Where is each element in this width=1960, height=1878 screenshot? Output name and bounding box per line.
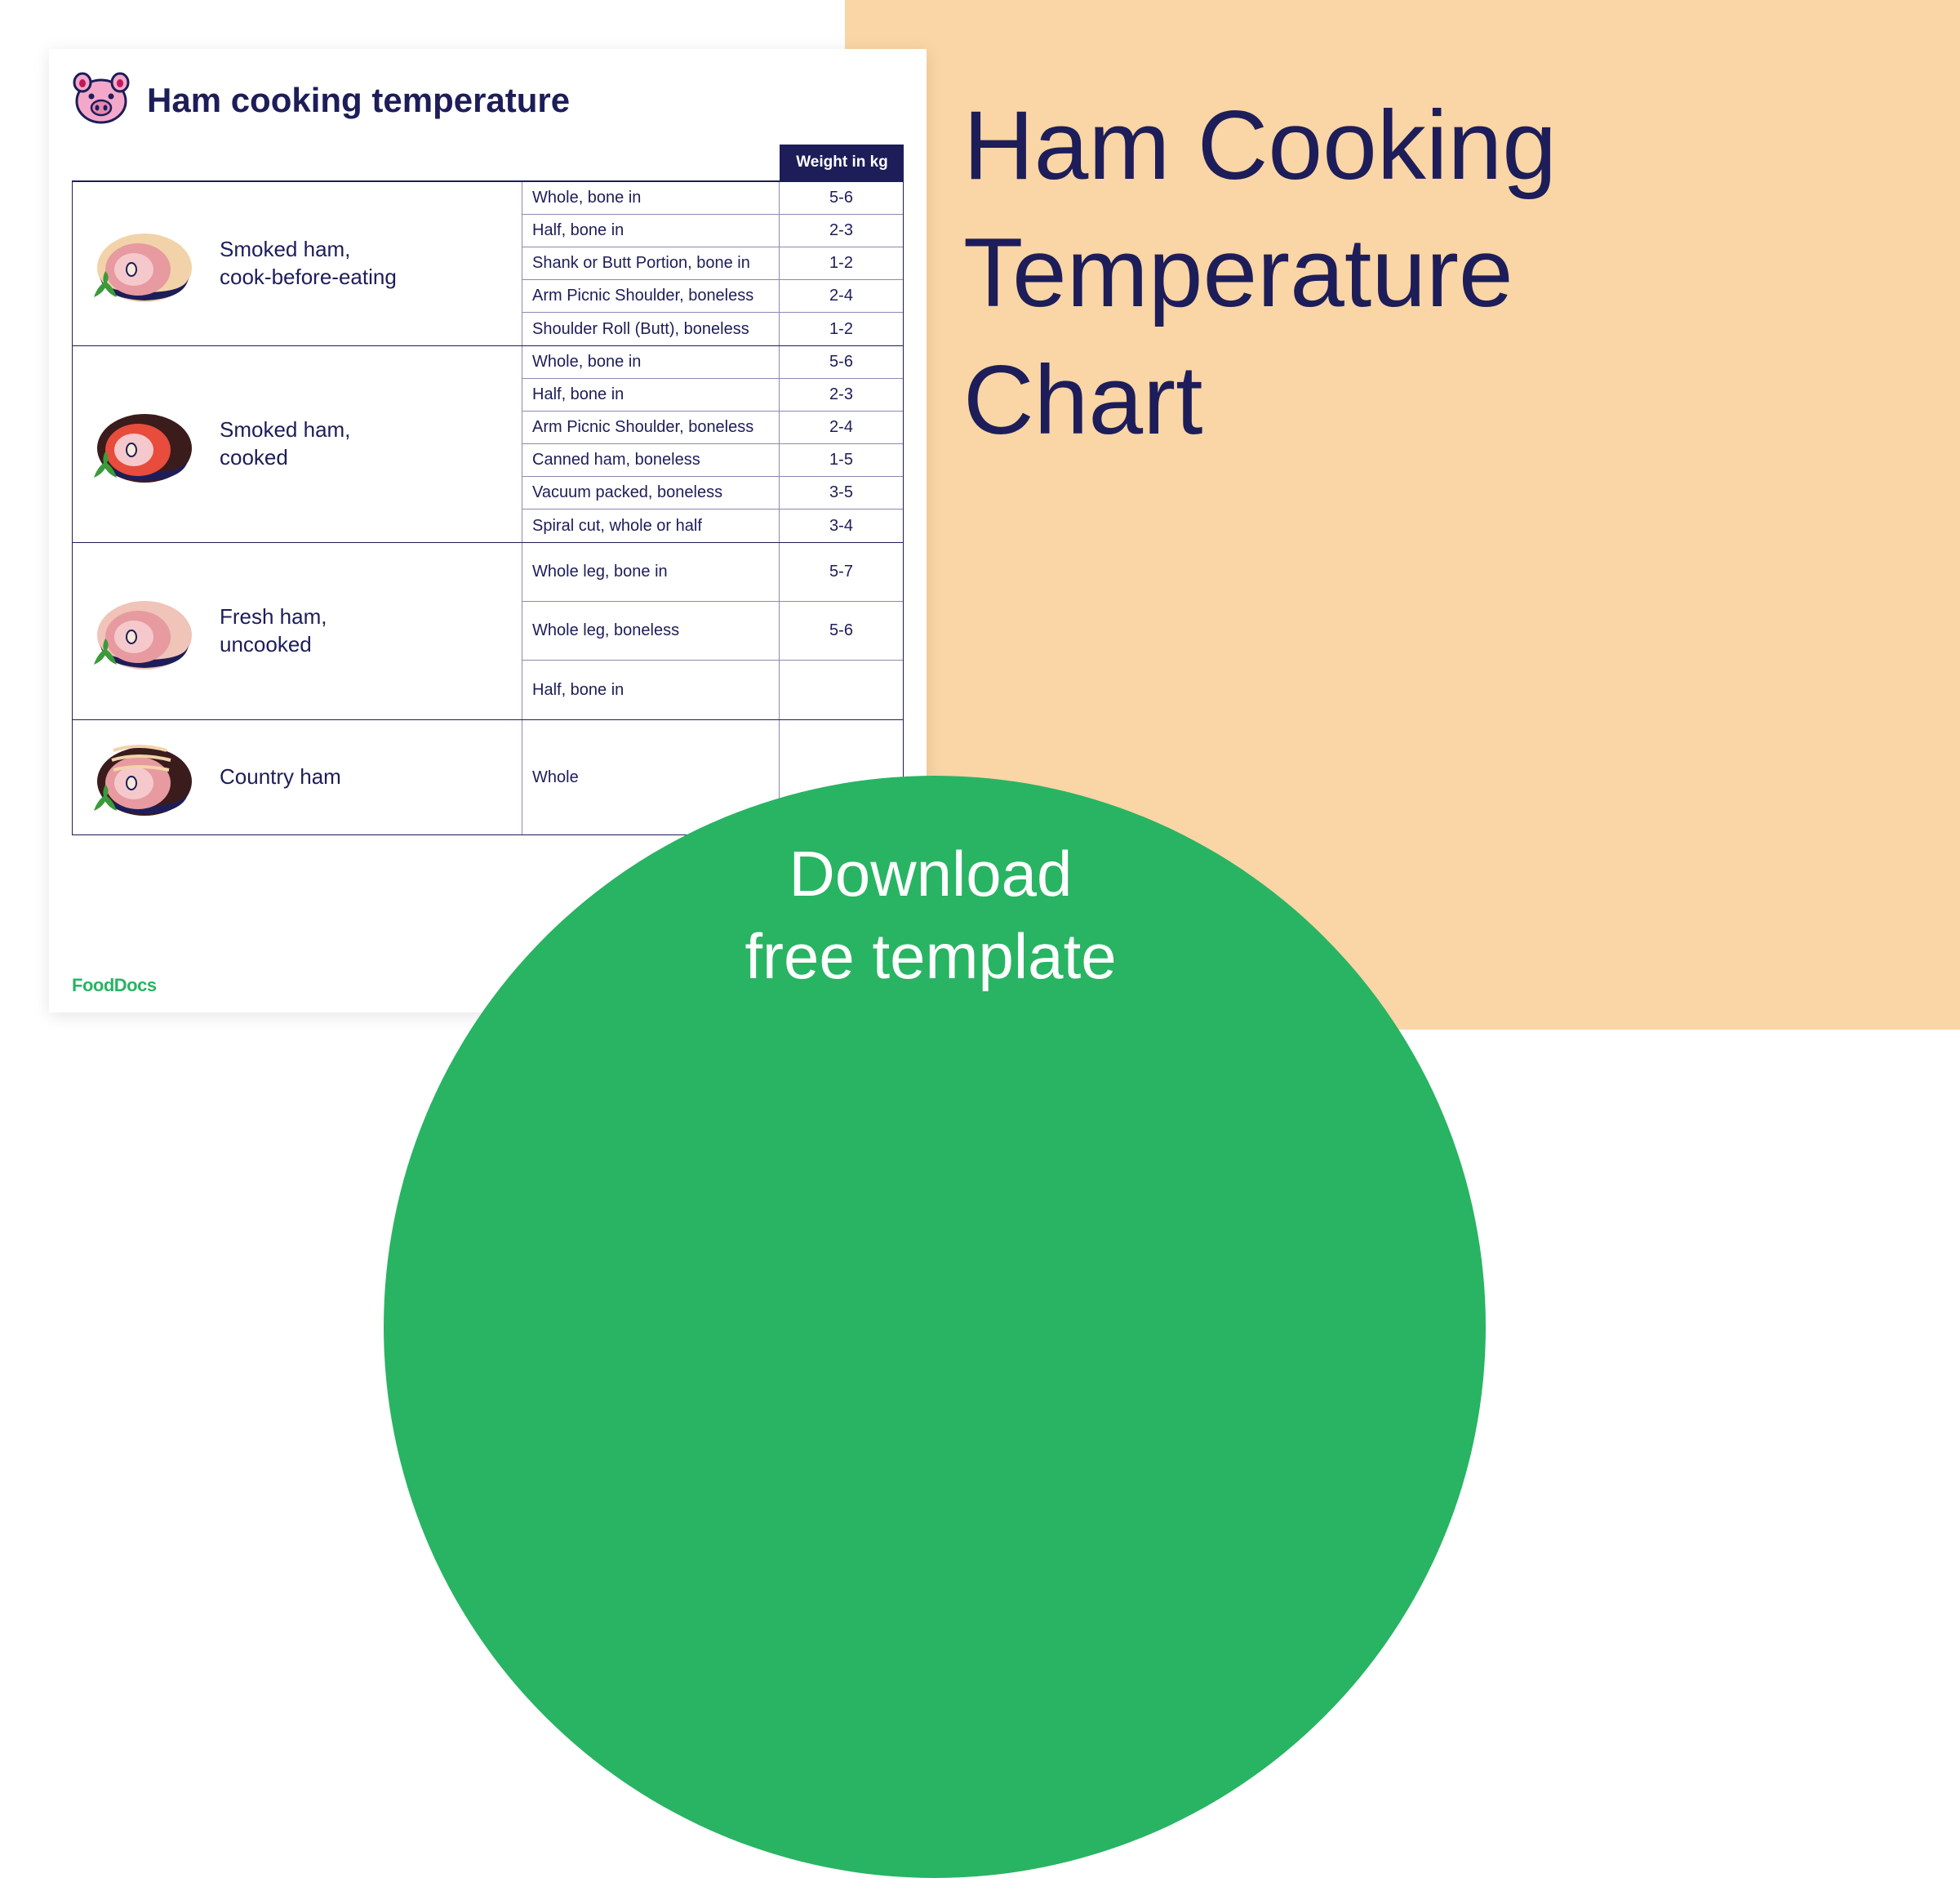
cell-cut: Whole leg, bone in xyxy=(522,543,779,601)
cta-line-1: Download xyxy=(604,833,1257,915)
table-row: Half, bone in2-3 xyxy=(522,215,903,247)
brand-logo: FoodDocs xyxy=(72,975,157,996)
cell-cut: Whole, bone in xyxy=(522,346,779,378)
table-row: Whole leg, bone in5-7 xyxy=(522,543,903,602)
section-label: Country ham xyxy=(73,720,522,834)
ham-icon xyxy=(89,732,203,822)
table-section: Fresh ham,uncooked Whole leg, bone in5-7W… xyxy=(73,542,903,720)
document-header: Ham cooking temperature xyxy=(72,72,904,128)
cell-weight: 3-4 xyxy=(779,510,903,542)
cell-cut: Spiral cut, whole or half xyxy=(522,510,779,542)
cell-weight: 2-4 xyxy=(779,280,903,312)
cell-cut: Half, bone in xyxy=(522,661,779,719)
document-title: Ham cooking temperature xyxy=(147,81,570,120)
section-label-text: Country ham xyxy=(220,763,341,791)
cell-cut: Canned ham, boneless xyxy=(522,444,779,476)
section-label-text: Smoked ham,cook-before-eating xyxy=(220,236,397,291)
table-row: Whole, bone in5-6 xyxy=(522,346,903,379)
ham-icon xyxy=(89,399,203,489)
table-row: Arm Picnic Shoulder, boneless2-4 xyxy=(522,280,903,313)
section-rows: Whole, bone in5-6Half, bone in2-3Arm Pic… xyxy=(522,346,903,542)
cell-weight: 5-6 xyxy=(779,182,903,214)
cell-cut: Half, bone in xyxy=(522,379,779,411)
table-row: Arm Picnic Shoulder, boneless2-4 xyxy=(522,412,903,444)
cell-weight: 1-2 xyxy=(779,247,903,279)
section-label: Smoked ham,cook-before-eating xyxy=(73,182,522,345)
cell-cut: Whole, bone in xyxy=(522,182,779,214)
cell-weight: 2-4 xyxy=(779,412,903,443)
cell-weight: 5-6 xyxy=(779,346,903,378)
table-row: Spiral cut, whole or half3-4 xyxy=(522,510,903,542)
table-row: Whole leg, boneless5-6 xyxy=(522,602,903,661)
table-row: Half, bone in2-3 xyxy=(522,379,903,412)
title-line-1: Ham Cooking xyxy=(963,82,1557,209)
cell-weight: 2-3 xyxy=(779,215,903,247)
title-line-2: Temperature xyxy=(963,209,1557,336)
table-row: Shoulder Roll (Butt), boneless1-2 xyxy=(522,313,903,345)
table-section: Smoked ham,cooked Whole, bone in5-6Half, … xyxy=(73,345,903,543)
header-weight: Weight in kg xyxy=(780,145,904,180)
cta-line-2: free template xyxy=(604,915,1257,998)
table-header-row: Weight in kg xyxy=(72,145,904,180)
cell-cut: Arm Picnic Shoulder, boneless xyxy=(522,412,779,443)
table-section: Smoked ham,cook-before-eating Whole, bone… xyxy=(73,181,903,346)
section-label-text: Smoked ham,cooked xyxy=(220,416,350,472)
cell-weight: 3-5 xyxy=(779,477,903,509)
section-label-text: Fresh ham,uncooked xyxy=(220,603,327,659)
table-row: Shank or Butt Portion, bone in1-2 xyxy=(522,247,903,280)
cell-weight: 1-2 xyxy=(779,313,903,345)
cta-text[interactable]: Download free template xyxy=(604,833,1257,999)
cell-cut: Vacuum packed, boneless xyxy=(522,477,779,509)
section-label: Fresh ham,uncooked xyxy=(73,543,522,719)
table-row: Canned ham, boneless1-5 xyxy=(522,444,903,477)
ham-icon xyxy=(89,219,203,309)
table-row: Vacuum packed, boneless3-5 xyxy=(522,477,903,510)
cell-weight: 5-7 xyxy=(779,543,903,601)
cell-cut: Half, bone in xyxy=(522,215,779,247)
temperature-table: Smoked ham,cook-before-eating Whole, bone… xyxy=(72,180,904,835)
title-line-3: Chart xyxy=(963,336,1557,464)
cell-weight: 2-3 xyxy=(779,379,903,411)
ham-icon xyxy=(89,586,203,676)
cell-cut: Shoulder Roll (Butt), boneless xyxy=(522,313,779,345)
section-label: Smoked ham,cooked xyxy=(73,346,522,542)
table-row: Half, bone in xyxy=(522,661,903,719)
cell-weight: 1-5 xyxy=(779,444,903,476)
main-title: Ham Cooking Temperature Chart xyxy=(963,82,1557,464)
section-rows: Whole, bone in5-6Half, bone in2-3Shank o… xyxy=(522,182,903,345)
cell-cut: Shank or Butt Portion, bone in xyxy=(522,247,779,279)
cell-cut: Arm Picnic Shoulder, boneless xyxy=(522,280,779,312)
cell-weight xyxy=(779,661,903,719)
cell-cut: Whole leg, boneless xyxy=(522,602,779,660)
header-spacer xyxy=(72,145,780,180)
cell-weight: 5-6 xyxy=(779,602,903,660)
section-rows: Whole leg, bone in5-7Whole leg, boneless… xyxy=(522,543,903,719)
pig-icon xyxy=(72,72,131,128)
table-row: Whole, bone in5-6 xyxy=(522,182,903,215)
